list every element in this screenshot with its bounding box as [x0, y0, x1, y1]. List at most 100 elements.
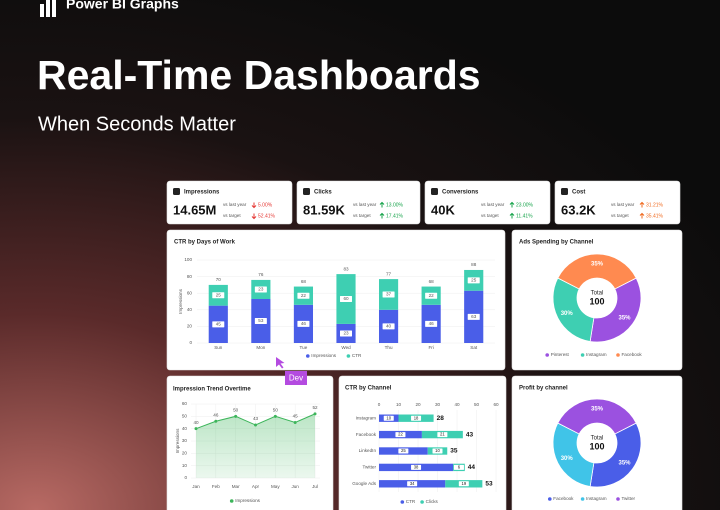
kpi-row-label: vs last year	[223, 202, 247, 207]
kpi-change: 23.00%	[516, 202, 534, 208]
legend-label: Clicks	[426, 499, 439, 504]
y-tick-label: Google Ads	[352, 481, 376, 486]
bar-label-box	[411, 415, 422, 421]
logo	[40, 0, 56, 17]
card	[338, 375, 507, 510]
y-axis-label: Impressions	[175, 428, 180, 453]
kpi-arrow	[639, 201, 645, 208]
point-label: 50	[233, 408, 239, 413]
kpi-icon	[561, 188, 568, 195]
kpi-change: 17.41%	[386, 213, 404, 219]
point	[313, 412, 317, 416]
x-tick-label: 30	[435, 402, 441, 407]
point	[194, 427, 198, 431]
bar-label: 63	[471, 314, 477, 319]
point	[254, 423, 257, 427]
kpi-card	[424, 180, 551, 225]
bar-label-box	[297, 320, 310, 327]
hero-subtitle: When Seconds Matter	[38, 113, 236, 135]
bar-label: 10	[386, 415, 391, 420]
total-label: 77	[386, 271, 392, 276]
y-tick-label: 40	[182, 426, 188, 431]
x-tick-label: 50	[474, 402, 480, 407]
y-tick-label: 80	[187, 274, 193, 279]
kpi-row-label: vs target	[611, 213, 629, 218]
y-tick-label: 30	[182, 438, 188, 443]
bar-label: 21	[440, 432, 445, 437]
y-tick-label: Twitter	[362, 465, 376, 470]
slice-label: 35%	[591, 407, 604, 413]
bar-label-box	[458, 481, 469, 487]
bar-label-box	[411, 464, 422, 470]
kpi-card	[296, 180, 421, 225]
bar-label-box	[254, 286, 267, 293]
bar-label: 40	[386, 324, 392, 329]
cursor	[276, 357, 285, 369]
bar-label-box	[340, 296, 352, 303]
bar-label-box	[453, 464, 464, 470]
x-tick-label: 0	[378, 402, 381, 407]
total-label: 83	[343, 266, 349, 271]
bar-label: 46	[429, 321, 435, 326]
bar-label-box	[467, 313, 480, 320]
center-value: 100	[589, 441, 604, 451]
x-tick-label: Sun	[214, 345, 223, 350]
legend-label: CTR	[352, 353, 362, 358]
bar-label: 6	[458, 465, 461, 470]
hero-title: Real-Time Dashboards	[37, 52, 481, 98]
legend-swatch	[580, 353, 585, 357]
bar-label: 18	[414, 415, 419, 420]
card-title: Impression Trend Overtime	[173, 387, 251, 393]
total-label: 35	[450, 448, 458, 455]
legend-swatch	[616, 497, 620, 501]
bar-label: 25	[471, 278, 477, 283]
total-label: 68	[301, 279, 307, 284]
point	[273, 414, 277, 418]
donut-slice	[552, 277, 595, 342]
y-tick-label: 20	[187, 324, 193, 329]
point-label: 43	[253, 416, 259, 421]
bar-label-box	[425, 292, 438, 299]
legend-swatch	[616, 353, 620, 357]
y-tick-label: 0	[184, 475, 187, 480]
x-tick-label: Mar	[232, 484, 240, 489]
bar-label: 22	[398, 432, 403, 437]
bar-label: 22	[301, 293, 307, 298]
badge	[285, 371, 307, 385]
x-tick-label: Mon	[256, 345, 265, 350]
kpi-row-label: vs target	[353, 213, 371, 218]
legend-swatch	[580, 497, 585, 501]
x-tick-label: Wed	[341, 345, 351, 350]
x-tick-label: Tue	[300, 345, 308, 350]
y-tick-label: 60	[187, 290, 193, 295]
kpi-change: 11.41%	[516, 213, 533, 219]
point-label: 40	[193, 420, 199, 425]
bar-label: 23	[258, 287, 264, 292]
bar-label-box	[467, 277, 480, 284]
bar-label-box	[395, 432, 406, 438]
slice-label: 35%	[618, 461, 631, 467]
badge-text: Dev	[289, 374, 303, 383]
y-tick-label: Instagram	[356, 415, 377, 420]
bar-label-box	[425, 320, 438, 327]
center-label: Total	[591, 291, 604, 297]
total-label: 88	[471, 262, 477, 267]
legend-swatch	[346, 354, 351, 358]
point-label: 50	[273, 408, 279, 413]
legend-label: Instagram	[586, 352, 607, 357]
kpi-name: Clicks	[314, 190, 332, 196]
bar-label-box	[437, 432, 448, 438]
bar-label-box	[297, 292, 310, 299]
total-label: 68	[429, 279, 435, 284]
legend-swatch	[420, 500, 424, 504]
x-tick-label: Sat	[470, 345, 478, 350]
legend-label: CTR	[406, 499, 416, 504]
legend-label: Impressions	[311, 353, 336, 358]
area	[196, 413, 315, 478]
kpi-card	[166, 180, 293, 225]
kpi-row-label: vs target	[223, 213, 241, 218]
kpi-row-label: vs last year	[611, 202, 635, 207]
center-value: 100	[589, 296, 604, 306]
bar-label: 23	[343, 331, 349, 336]
